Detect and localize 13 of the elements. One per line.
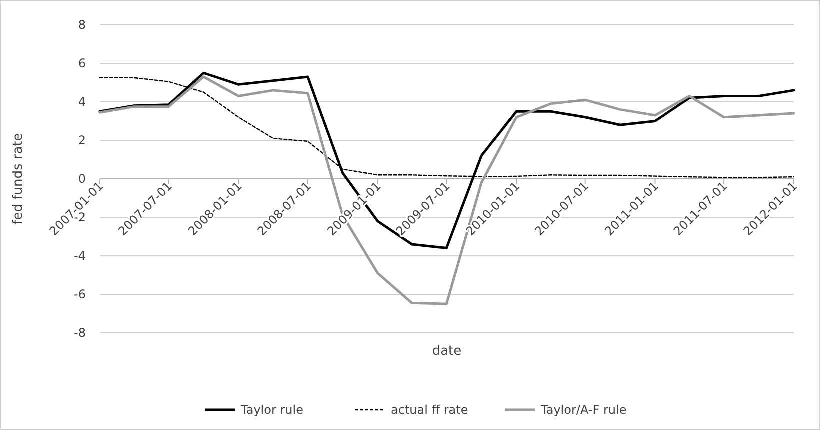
y-axis-title: fed funds rate — [11, 133, 26, 225]
y-tick-label: 8 — [78, 18, 86, 32]
y-tick-label: -4 — [74, 249, 86, 263]
y-tick-label: 4 — [78, 95, 86, 109]
y-tick-label: 2 — [78, 134, 86, 148]
y-tick-label: -6 — [74, 288, 86, 302]
legend-label: actual ff rate — [391, 403, 468, 417]
legend-label: Taylor rule — [240, 403, 304, 417]
y-tick-label: -8 — [74, 326, 86, 340]
y-tick-label: 6 — [78, 56, 86, 70]
legend-label: Taylor/A-F rule — [540, 403, 627, 417]
x-axis-title: date — [432, 344, 462, 359]
y-tick-label: 0 — [78, 172, 86, 186]
